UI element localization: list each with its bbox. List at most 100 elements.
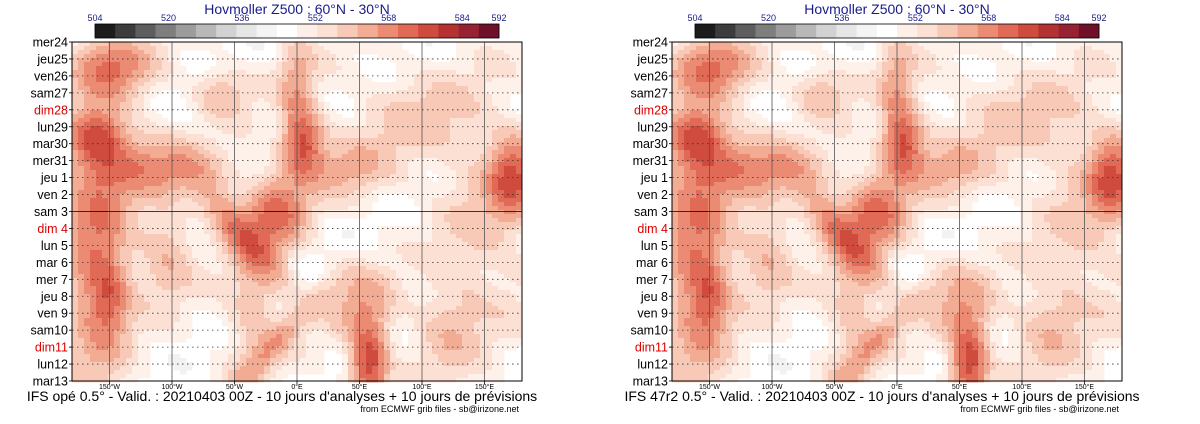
field-cell (240, 146, 247, 151)
field-cell (456, 130, 463, 135)
field-cell (192, 286, 199, 291)
field-cell (480, 278, 487, 283)
field-cell (510, 278, 517, 283)
field-cell (276, 274, 283, 279)
field-cell (498, 166, 505, 171)
field-cell (468, 238, 475, 243)
field-cell (138, 206, 145, 211)
field-cell (138, 230, 145, 235)
field-cell (90, 326, 97, 331)
field-cell (366, 206, 373, 211)
field-cell (354, 306, 361, 311)
field-cell (438, 218, 445, 223)
field-cell (330, 286, 337, 291)
field-cell (216, 226, 223, 231)
field-cell (156, 170, 163, 175)
field-cell (312, 134, 319, 139)
field-cell (228, 194, 235, 199)
field-cell (486, 46, 493, 51)
field-cell (402, 270, 409, 275)
field-cell (84, 182, 91, 187)
field-cell (90, 62, 97, 67)
field-cell (438, 106, 445, 111)
field-cell (132, 70, 139, 75)
field-cell (492, 238, 499, 243)
field-cell (360, 118, 367, 123)
field-cell (138, 62, 145, 67)
field-cell (438, 302, 445, 307)
field-cell (354, 142, 361, 147)
field-cell (444, 102, 451, 107)
field-cell (84, 190, 91, 195)
field-cell (438, 190, 445, 195)
field-cell (408, 114, 415, 119)
field-cell (114, 274, 121, 279)
field-cell (102, 94, 109, 99)
field-cell (426, 306, 433, 311)
field-cell (498, 70, 505, 75)
field-cell (222, 222, 229, 227)
field-cell (432, 230, 439, 235)
field-cell (210, 206, 217, 211)
field-cell (186, 102, 193, 107)
field-cell (426, 222, 433, 227)
field-cell (438, 322, 445, 327)
field-cell (102, 246, 109, 251)
field-cell (240, 158, 247, 163)
field-cell (282, 322, 289, 327)
field-cell (492, 314, 499, 319)
field-cell (78, 158, 85, 163)
field-cell (282, 214, 289, 219)
field-cell (78, 242, 85, 247)
field-cell (426, 258, 433, 263)
field-cell (252, 114, 259, 119)
field-cell (432, 274, 439, 279)
field-cell (498, 222, 505, 227)
field-cell (132, 158, 139, 163)
field-cell (192, 202, 199, 207)
field-cell (504, 42, 511, 47)
field-cell (216, 306, 223, 311)
field-cell (318, 106, 325, 111)
field-cell (174, 306, 181, 311)
field-cell (348, 314, 355, 319)
field-cell (474, 126, 481, 131)
field-cell (282, 298, 289, 303)
field-cell (180, 274, 187, 279)
field-cell (276, 154, 283, 159)
field-cell (372, 186, 379, 191)
field-cell (318, 98, 325, 103)
field-cell (360, 134, 367, 139)
field-cell (96, 222, 103, 227)
field-cell (168, 178, 175, 183)
field-cell (210, 262, 217, 267)
field-cell (144, 254, 151, 259)
field-cell (84, 42, 91, 47)
field-cell (138, 322, 145, 327)
field-cell (90, 254, 97, 259)
field-cell (468, 178, 475, 183)
field-cell (192, 290, 199, 295)
field-cell (372, 298, 379, 303)
field-cell (204, 146, 211, 151)
field-cell (492, 54, 499, 59)
field-cell (84, 278, 91, 283)
field-cell (456, 110, 463, 115)
field-cell (264, 122, 271, 127)
field-cell (72, 306, 79, 311)
field-cell (456, 42, 463, 47)
field-cell (390, 126, 397, 131)
field-cell (96, 306, 103, 311)
field-cell (420, 286, 427, 291)
field-cell (192, 294, 199, 299)
field-cell (510, 78, 517, 83)
field-cell (366, 290, 373, 295)
field-cell (330, 126, 337, 131)
field-cell (282, 222, 289, 227)
field-cell (276, 142, 283, 147)
field-cell (120, 262, 127, 267)
field-cell (420, 218, 427, 223)
field-cell (138, 42, 145, 47)
field-cell (78, 58, 85, 63)
field-cell (288, 178, 295, 183)
